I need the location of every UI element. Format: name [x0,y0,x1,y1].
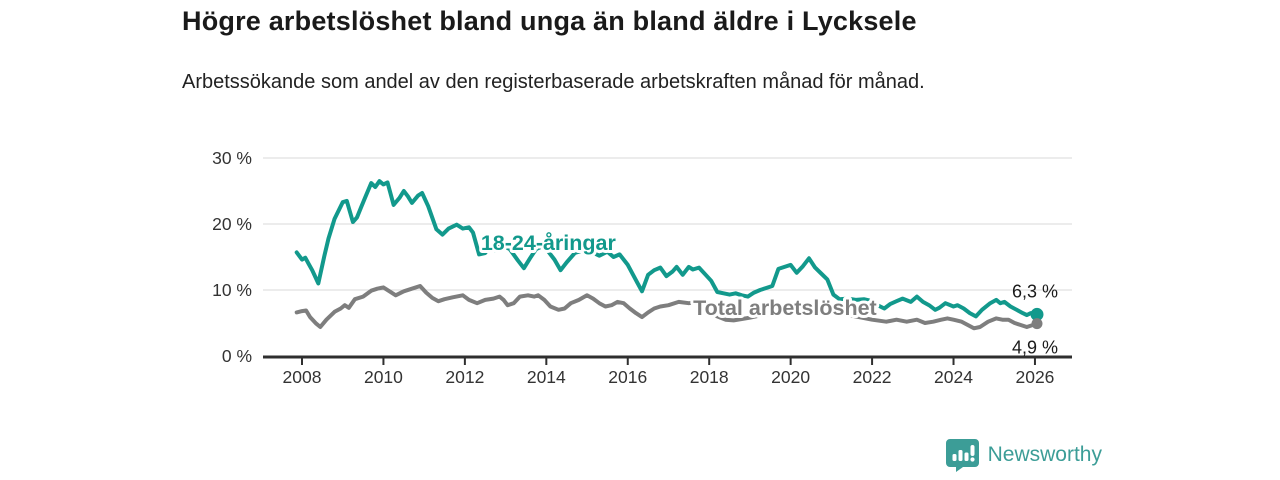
x-tick-label: 2016 [608,367,647,387]
series-label: Total arbetslöshet [693,296,877,320]
series-end-value-label: 6,3 % [1012,281,1058,301]
x-tick-label: 2014 [527,367,566,387]
series-label: 18-24-åringar [481,231,617,255]
y-tick-label: 30 % [212,148,252,168]
x-tick-label: 2018 [690,367,729,387]
chart-subtitle: Arbetssökande som andel av den registerb… [182,71,925,93]
series-line-young [294,179,1039,319]
page-title: Högre arbetslöshet bland unga än bland ä… [182,6,917,36]
newsworthy-brand-name: Newsworthy [987,443,1102,466]
y-tick-label: 0 % [222,346,252,366]
y-tick-label: 20 % [212,214,252,234]
x-tick-label: 2026 [1015,367,1054,387]
x-tick-label: 2008 [283,367,322,387]
x-tick-label: 2020 [771,367,810,387]
x-tick-label: 2024 [934,367,973,387]
series-line-total [294,284,1039,331]
newsworthy-logo-icon [945,439,979,472]
x-tick-label: 2012 [445,367,484,387]
series-end-dot [1031,318,1043,330]
y-tick-label: 10 % [212,280,252,300]
series-end-value-label: 4,9 % [1012,338,1058,358]
x-tick-label: 2022 [853,367,892,387]
x-tick-label: 2010 [364,367,403,387]
newsworthy-brand: Newsworthy [945,438,1102,472]
series-end-dot [1030,307,1044,321]
